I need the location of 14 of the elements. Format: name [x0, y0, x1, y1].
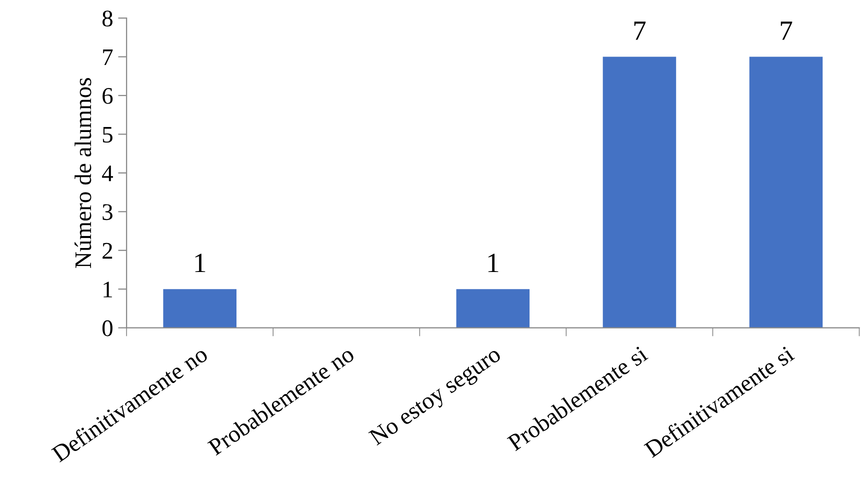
y-tick-label: 1: [104, 282, 112, 298]
y-tick-label: 4: [102, 166, 114, 182]
y-axis-title: Número de alumnos: [74, 78, 92, 268]
y-tick-label: 5: [102, 126, 112, 143]
y-tick-label: 2: [102, 242, 112, 259]
y-tick-label: 6: [102, 88, 113, 104]
data-label: 1: [195, 254, 206, 272]
data-label: 1: [488, 254, 498, 272]
data-label: 7: [780, 22, 792, 40]
y-tick-label: 0: [102, 320, 112, 336]
y-tick-label: 8: [102, 10, 112, 26]
y-tick-label: 3: [102, 204, 112, 220]
y-tick-label: 7: [103, 50, 113, 65]
data-label: 7: [634, 22, 646, 40]
